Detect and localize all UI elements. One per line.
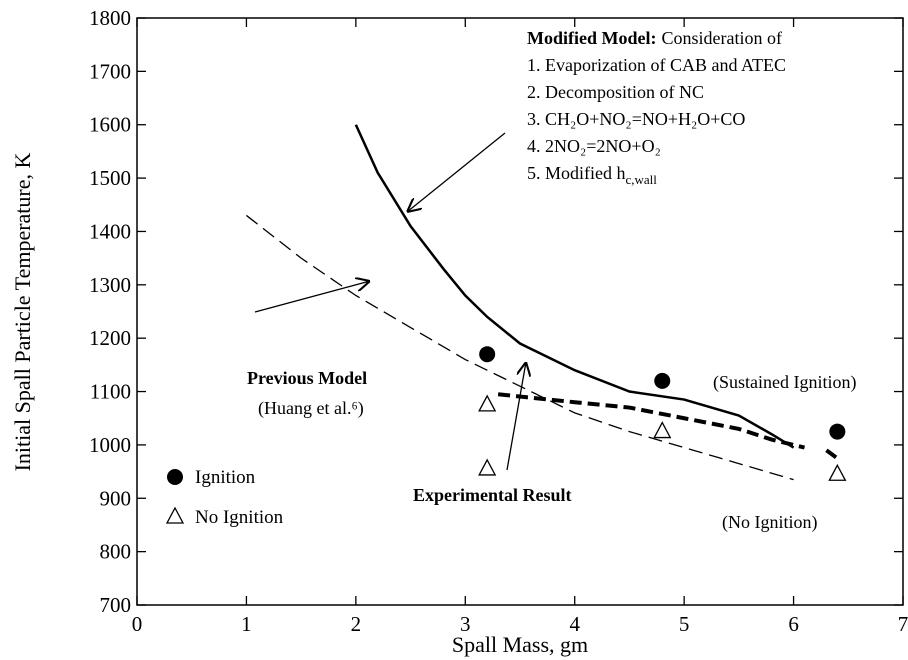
annotation: 2. Decomposition of NC	[527, 82, 704, 102]
x-tick-label: 7	[898, 612, 908, 636]
y-tick-label: 1600	[89, 113, 131, 137]
series-line	[246, 214, 794, 481]
x-tick-label: 1	[241, 612, 252, 636]
arrow	[254, 281, 370, 313]
annotation-bold: Previous Model	[247, 368, 367, 388]
x-tick-label: 2	[351, 612, 362, 636]
y-tick-label: 700	[100, 593, 132, 617]
y-axis-label: Initial Spall Particle Temperature, K	[10, 153, 35, 472]
annotation: Consideration of	[661, 28, 781, 48]
series-line	[354, 124, 795, 449]
annotation: c,wall	[626, 172, 658, 187]
x-tick-label: 6	[788, 612, 799, 636]
annotation-bold: Modified Model:	[527, 28, 656, 48]
x-axis-label: Spall Mass, gm	[452, 632, 588, 657]
y-tick-label: 1400	[89, 219, 131, 243]
annotation: 3. CH₂O+NO₂=NO+H₂O+CO	[527, 109, 745, 129]
y-tick-label: 1300	[89, 273, 131, 297]
x-tick-label: 3	[460, 612, 471, 636]
y-tick-label: 900	[100, 486, 132, 510]
annotation: 1. Evaporization of CAB and ATEC	[527, 55, 786, 75]
annotation: 4. 2NO₂=2NO+O₂	[527, 136, 661, 156]
no-ignition-marker	[478, 394, 497, 412]
series-line	[497, 392, 839, 460]
ignition-marker	[829, 423, 846, 440]
no-ignition-marker	[653, 421, 672, 439]
arrow	[407, 132, 506, 212]
no-ignition-marker	[478, 458, 497, 476]
y-tick-label: 1100	[90, 380, 131, 404]
x-tick-label: 0	[132, 612, 143, 636]
x-tick-label: 5	[679, 612, 690, 636]
y-tick-label: 1800	[89, 6, 131, 30]
y-tick-label: 1000	[89, 433, 131, 457]
legend-label: No Ignition	[195, 507, 284, 528]
annotation: (Sustained Ignition)	[713, 372, 856, 393]
y-tick-label: 1200	[89, 326, 131, 350]
x-tick-label: 4	[569, 612, 580, 636]
no-ignition-marker	[828, 463, 847, 481]
annotation: (Huang et al.⁶)	[258, 398, 364, 419]
annotation-bold: Experimental Result	[413, 485, 571, 505]
ignition-marker	[479, 346, 496, 363]
plot-frame	[136, 17, 904, 606]
annotation: 5. Modified hc,wall	[527, 163, 657, 187]
annotation: (No Ignition)	[722, 512, 817, 533]
legend-label: Ignition	[195, 467, 256, 488]
legend-marker	[165, 506, 185, 524]
annotation: 5. Modified h	[527, 163, 626, 183]
annotation: Modified Model: Consideration of	[527, 28, 782, 48]
y-tick-label: 800	[100, 540, 132, 564]
legend-marker	[167, 469, 183, 485]
y-tick-label: 1500	[89, 166, 131, 190]
arrow	[506, 362, 526, 471]
ignition-marker	[654, 372, 671, 389]
y-tick-label: 1700	[89, 59, 131, 83]
